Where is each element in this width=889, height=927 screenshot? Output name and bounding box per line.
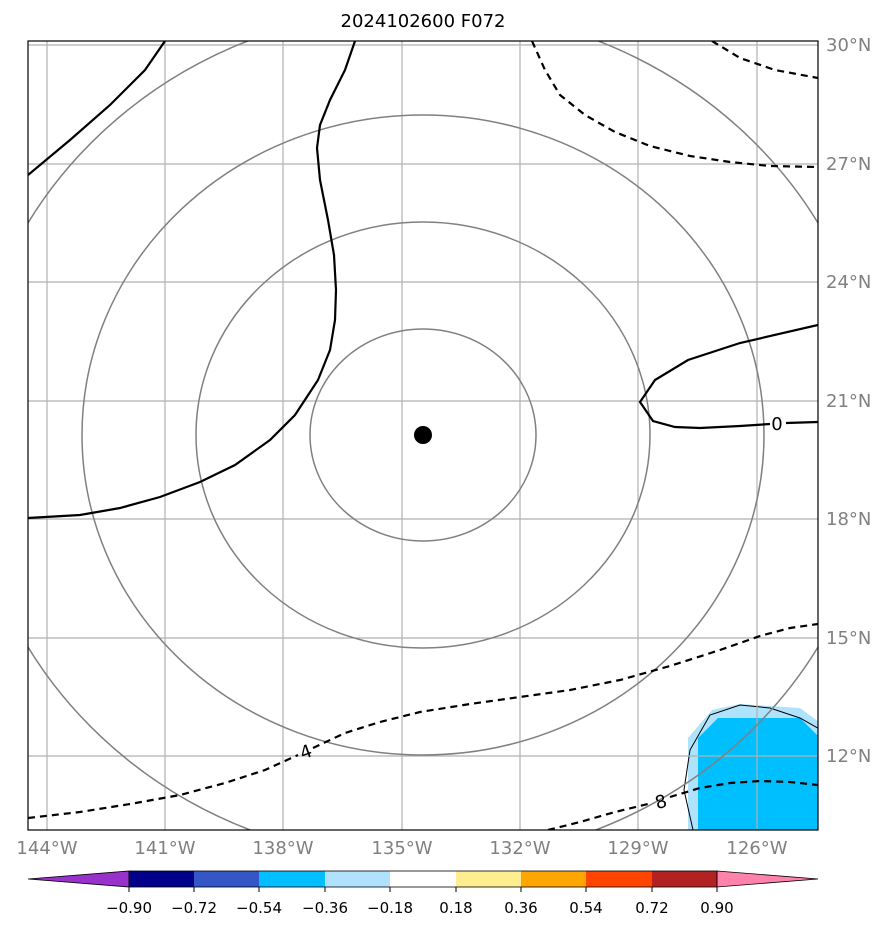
- lat-label: 24°N: [826, 272, 871, 293]
- colorbar-segment: [194, 871, 259, 887]
- colorbar-tick-label: 0.90: [700, 899, 733, 917]
- colorbar-tick-label: 0.54: [569, 899, 602, 917]
- contour-solid-0-tail: [785, 420, 818, 425]
- colorbar-segment: [456, 871, 521, 887]
- longitude-labels: 144°W 141°W 138°W 135°W 132°W 129°W 126°…: [16, 838, 787, 859]
- lat-label: 21°N: [826, 391, 871, 412]
- colorbar-segment: [259, 871, 325, 887]
- colorbar-segment: [586, 871, 652, 887]
- lon-label: 141°W: [134, 838, 195, 859]
- lat-label: 12°N: [826, 746, 871, 767]
- range-rings: [28, 41, 818, 830]
- colorbar-ticks: [128, 887, 718, 892]
- colorbar-tick-label: 0.72: [635, 899, 668, 917]
- contour-label-0: 0: [771, 414, 782, 435]
- lat-label: 27°N: [826, 154, 871, 175]
- colorbar-segment: [390, 871, 456, 887]
- contour-dashed-8-left: [547, 801, 653, 830]
- lon-label: 144°W: [16, 838, 77, 859]
- lon-label: 126°W: [726, 838, 787, 859]
- colorbar-segment: [325, 871, 390, 887]
- colorbar-outline: [128, 870, 718, 888]
- colorbar-tick-label: 0.36: [504, 899, 537, 917]
- contour-dashed-8-right: [669, 779, 818, 799]
- map-title: 2024102600 F072: [341, 11, 506, 32]
- gridlines: [28, 41, 818, 830]
- colorbar-tick-label: −0.72: [171, 899, 217, 917]
- lat-label: 18°N: [826, 509, 871, 530]
- contour-solid-nw: [28, 41, 166, 176]
- storm-center-dot: [414, 426, 432, 444]
- lon-label: 135°W: [371, 838, 432, 859]
- contour-solid-west: [28, 41, 357, 520]
- colorbar-tick-label: 0.18: [439, 899, 472, 917]
- lon-label: 132°W: [489, 838, 550, 859]
- contour-dashed-ne-top: [711, 41, 818, 80]
- colorbar-extend-right: [716, 870, 819, 888]
- contour-label-8: 8: [653, 791, 669, 814]
- contour-solid-0: [638, 323, 818, 430]
- solid-contours: [28, 41, 818, 520]
- lat-label: 15°N: [826, 628, 871, 649]
- colorbar-segment: [521, 871, 586, 887]
- colorbar-tick-label: −0.90: [106, 899, 152, 917]
- contour-dashed-4-right: [312, 622, 818, 749]
- shaded-region-dark: [698, 718, 818, 830]
- colorbar-tick-label: −0.54: [236, 899, 282, 917]
- lat-label: 30°N: [826, 35, 871, 56]
- contour-label-4: 4: [297, 741, 315, 765]
- colorbar-tick-label: −0.36: [302, 899, 348, 917]
- colorbar-tick-label: −0.18: [367, 899, 413, 917]
- colorbar-segment: [652, 871, 717, 887]
- colorbar-extend-left: [27, 870, 130, 888]
- lon-label: 138°W: [252, 838, 313, 859]
- map-frame: [27, 40, 819, 831]
- dashed-contours: [28, 41, 818, 830]
- colorbar-segment: [129, 871, 194, 887]
- lon-label: 129°W: [607, 838, 668, 859]
- contour-dashed-4-left: [28, 753, 299, 820]
- contour-dashed-ne: [530, 41, 818, 169]
- map-area: 0 4 8: [28, 41, 818, 830]
- colorbar: −0.90 −0.72 −0.54 −0.36 −0.18 0.18 0.36 …: [27, 870, 819, 917]
- latitude-labels: 30°N 27°N 24°N 21°N 18°N 15°N 12°N: [826, 35, 871, 767]
